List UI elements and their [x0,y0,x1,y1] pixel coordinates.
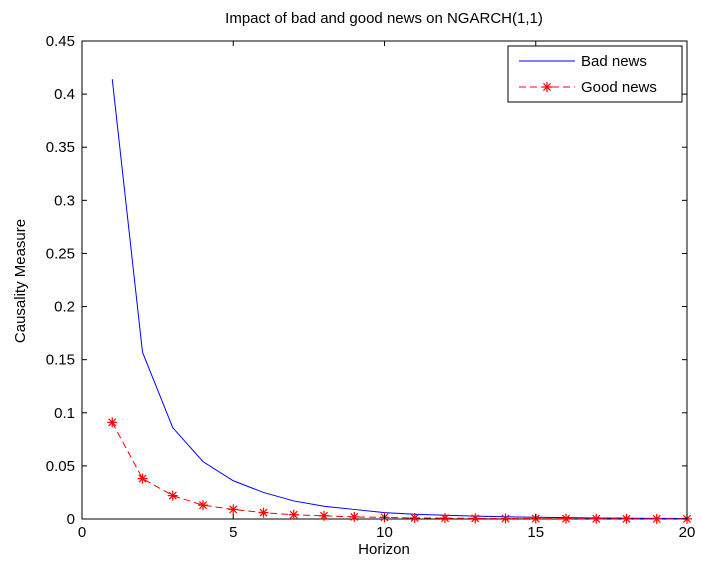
good-news-point [500,513,511,524]
good-news-point [591,513,602,524]
good-news-point [349,511,360,522]
legend: Bad news Good news [507,45,683,103]
good-news-point [137,473,148,484]
good-news-point [651,513,662,524]
good-news-point [107,417,118,428]
good-news-point [561,513,571,524]
good-news-point [440,513,450,524]
good-news-point [228,504,239,515]
y-tick-label: 0.45 [46,33,75,50]
bad-news-line [111,79,688,519]
y-tick-label: 0.25 [46,245,75,262]
legend-good-news-label: Good news [581,79,657,96]
good-news-point [288,509,299,520]
x-tick-label: 10 [376,524,393,541]
legend-box [507,45,683,103]
y-tick-label: 0 [67,511,75,528]
good-news-point [167,490,178,501]
good-news-point [198,500,208,511]
x-axis-label: Horizon [358,541,410,558]
legend-good-news-marker [542,82,552,92]
chart-title: Impact of bad and good news on NGARCH(1,… [225,10,543,27]
y-tick-label: 0.35 [46,139,75,156]
plot-area [81,40,688,520]
good-news-point [258,507,269,518]
good-news-point [621,513,632,524]
y-tick-label: 0.3 [54,192,75,209]
y-tick-label: 0.05 [46,458,75,475]
y-tick-label: 0.2 [54,299,75,316]
x-tick-label: 15 [527,524,544,541]
x-tick-label: 20 [679,524,696,541]
good-news-line [111,422,687,520]
ticks-layer: 0 5 10 15 20 0 0.05 0.1 0.15 0.2 0.25 0.3 0.35 0.4 0.4… [46,33,696,541]
good-news-point [409,512,420,523]
x-tick-label: 5 [229,524,237,541]
y-tick-label: 0.4 [54,86,75,103]
y-axis-label: Causality Measure [12,219,29,343]
good-news-point [319,510,329,521]
legend-bad-news-label: Bad news [581,53,647,70]
y-tick-label: 0.1 [54,405,75,422]
good-news-point [470,513,481,524]
y-tick-label: 0.15 [46,352,75,369]
x-tick-label: 0 [78,524,86,541]
